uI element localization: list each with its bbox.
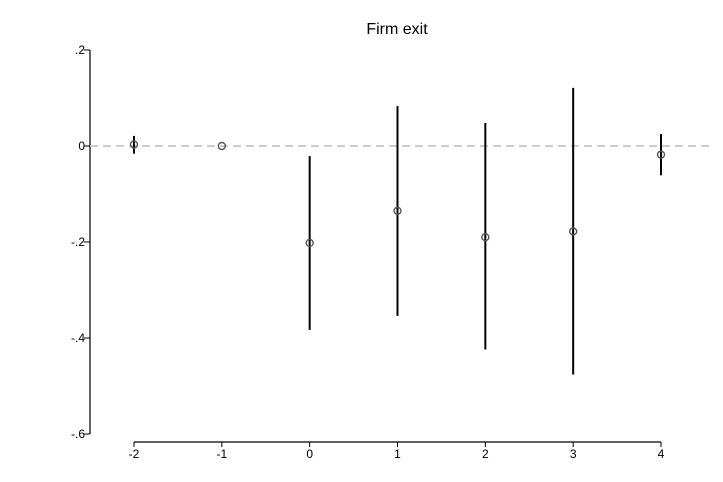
- confidence-intervals: [133, 87, 662, 375]
- x-tick-label: 3: [570, 447, 577, 461]
- point-estimates: [129, 140, 666, 248]
- x-tick-label: 0: [306, 447, 313, 461]
- x-tick-label: 4: [658, 447, 665, 461]
- y-tick-label: -.6: [71, 427, 85, 441]
- point-estimate-marker: [568, 227, 578, 236]
- y-tick-label: .2: [75, 43, 85, 57]
- y-tick-label: -.2: [71, 235, 85, 249]
- y-ticks: .2 0 -.2 -.4 -.6: [71, 43, 90, 441]
- y-tick-label: -.4: [71, 331, 85, 345]
- point-estimate-marker: [656, 150, 666, 159]
- point-estimate-marker: [481, 232, 490, 242]
- x-ticks: -2 -1 0 1 2 3 4: [129, 442, 665, 461]
- point-estimate-marker: [129, 140, 139, 149]
- x-tick-label: -1: [216, 447, 227, 461]
- x-tick-label: 1: [394, 447, 401, 461]
- x-tick-label: 2: [482, 447, 489, 461]
- y-tick-label: 0: [78, 139, 85, 153]
- point-estimate-marker: [393, 206, 402, 216]
- x-tick-label: -2: [129, 447, 140, 461]
- point-estimate-marker: [305, 238, 314, 248]
- chart-title: Firm exit: [366, 21, 428, 38]
- point-estimate-marker: [217, 141, 227, 151]
